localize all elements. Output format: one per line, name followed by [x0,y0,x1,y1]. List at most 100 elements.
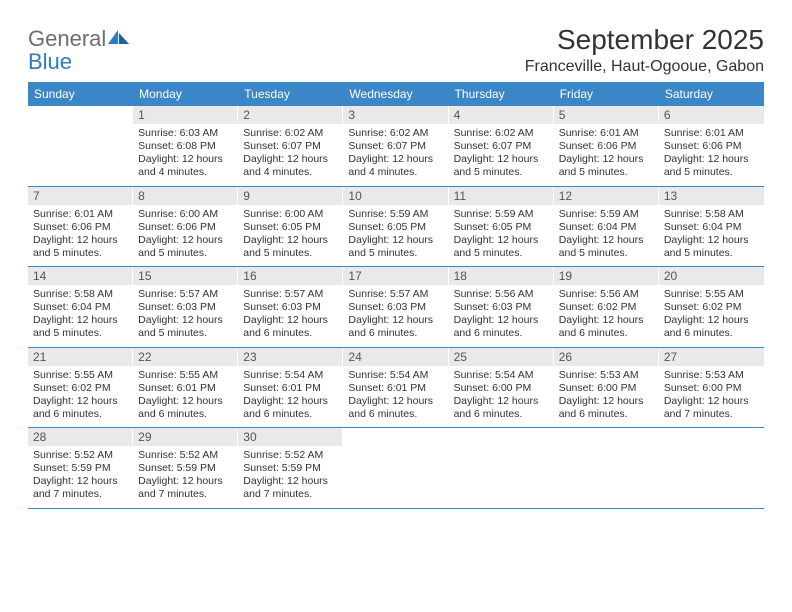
sunrise: Sunrise: 5:57 AM [348,288,443,301]
day-number: 11 [449,187,554,205]
day-number: 10 [343,187,448,205]
header: General Blue September 2025 Franceville,… [28,24,764,76]
sunset: Sunset: 5:59 PM [33,462,128,475]
day-info: Sunrise: 6:01 AMSunset: 6:06 PMDaylight:… [659,124,764,186]
location: Franceville, Haut-Ogooue, Gabon [525,58,764,76]
day-info: Sunrise: 5:52 AMSunset: 5:59 PMDaylight:… [238,446,343,508]
daylight-line2: and 6 minutes. [243,327,338,340]
sunrise: Sunrise: 5:59 AM [348,208,443,221]
day-cell: 30Sunrise: 5:52 AMSunset: 5:59 PMDayligh… [238,428,343,508]
day-cell: 24Sunrise: 5:54 AMSunset: 6:01 PMDayligh… [343,348,448,428]
sunset: Sunset: 6:08 PM [138,140,233,153]
daylight-line1: Daylight: 12 hours [243,234,338,247]
sunset: Sunset: 6:00 PM [559,382,654,395]
daylight-line2: and 7 minutes. [664,408,759,421]
day-number: 27 [659,348,764,366]
daylight-line2: and 6 minutes. [664,327,759,340]
daylight-line1: Daylight: 12 hours [348,234,443,247]
day-cell: 16Sunrise: 5:57 AMSunset: 6:03 PMDayligh… [238,267,343,347]
month-title: September 2025 [525,24,764,56]
day-cell [554,428,659,508]
day-cell: 11Sunrise: 5:59 AMSunset: 6:05 PMDayligh… [449,187,554,267]
sunset: Sunset: 6:07 PM [348,140,443,153]
sunrise: Sunrise: 6:01 AM [33,208,128,221]
sunrise: Sunrise: 5:59 AM [454,208,549,221]
sunrise: Sunrise: 5:55 AM [664,288,759,301]
day-cell: 12Sunrise: 5:59 AMSunset: 6:04 PMDayligh… [554,187,659,267]
sunset: Sunset: 6:05 PM [243,221,338,234]
day-number: 18 [449,267,554,285]
daylight-line2: and 6 minutes. [559,327,654,340]
daylight-line2: and 5 minutes. [664,166,759,179]
day-number: 12 [554,187,659,205]
day-info: Sunrise: 6:01 AMSunset: 6:06 PMDaylight:… [28,205,133,267]
day-number: 6 [659,106,764,124]
day-info: Sunrise: 6:02 AMSunset: 6:07 PMDaylight:… [343,124,448,186]
day-info: Sunrise: 5:59 AMSunset: 6:05 PMDaylight:… [449,205,554,267]
daylight-line2: and 4 minutes. [138,166,233,179]
sunset: Sunset: 6:03 PM [138,301,233,314]
day-header-tue: Tuesday [238,82,343,106]
day-cell: 27Sunrise: 5:53 AMSunset: 6:00 PMDayligh… [659,348,764,428]
day-info: Sunrise: 5:57 AMSunset: 6:03 PMDaylight:… [238,285,343,347]
sunset: Sunset: 6:06 PM [664,140,759,153]
day-cell: 29Sunrise: 5:52 AMSunset: 5:59 PMDayligh… [133,428,238,508]
sunrise: Sunrise: 6:01 AM [559,127,654,140]
day-cell: 21Sunrise: 5:55 AMSunset: 6:02 PMDayligh… [28,348,133,428]
sunset: Sunset: 6:02 PM [33,382,128,395]
day-info: Sunrise: 5:59 AMSunset: 6:05 PMDaylight:… [343,205,448,267]
day-info: Sunrise: 5:58 AMSunset: 6:04 PMDaylight:… [659,205,764,267]
sunrise: Sunrise: 5:52 AM [33,449,128,462]
daylight-line1: Daylight: 12 hours [454,153,549,166]
daylight-line2: and 6 minutes. [348,327,443,340]
day-info: Sunrise: 5:53 AMSunset: 6:00 PMDaylight:… [659,366,764,428]
sunrise: Sunrise: 5:52 AM [243,449,338,462]
day-cell: 23Sunrise: 5:54 AMSunset: 6:01 PMDayligh… [238,348,343,428]
sunset: Sunset: 6:02 PM [664,301,759,314]
day-info: Sunrise: 6:02 AMSunset: 6:07 PMDaylight:… [238,124,343,186]
day-number: 20 [659,267,764,285]
day-number: 30 [238,428,343,446]
day-info: Sunrise: 5:54 AMSunset: 6:01 PMDaylight:… [238,366,343,428]
day-number: 4 [449,106,554,124]
daylight-line2: and 7 minutes. [243,488,338,501]
sunset: Sunset: 6:07 PM [454,140,549,153]
day-cell: 6Sunrise: 6:01 AMSunset: 6:06 PMDaylight… [659,106,764,186]
sunrise: Sunrise: 5:55 AM [33,369,128,382]
logo-word1: General [28,26,106,51]
day-header-mon: Monday [133,82,238,106]
day-info: Sunrise: 5:55 AMSunset: 6:01 PMDaylight:… [133,366,238,428]
sunset: Sunset: 6:03 PM [243,301,338,314]
day-cell: 1Sunrise: 6:03 AMSunset: 6:08 PMDaylight… [133,106,238,186]
day-number: 7 [28,187,133,205]
day-cell [659,428,764,508]
sunrise: Sunrise: 6:00 AM [243,208,338,221]
daylight-line2: and 4 minutes. [348,166,443,179]
day-number: 2 [238,106,343,124]
daylight-line1: Daylight: 12 hours [138,395,233,408]
sunset: Sunset: 6:00 PM [454,382,549,395]
daylight-line2: and 5 minutes. [348,247,443,260]
day-number: 5 [554,106,659,124]
daylight-line1: Daylight: 12 hours [243,395,338,408]
sunrise: Sunrise: 6:02 AM [243,127,338,140]
sunset: Sunset: 6:05 PM [454,221,549,234]
daylight-line1: Daylight: 12 hours [243,314,338,327]
day-info: Sunrise: 5:53 AMSunset: 6:00 PMDaylight:… [554,366,659,428]
daylight-line1: Daylight: 12 hours [454,395,549,408]
sunrise: Sunrise: 5:54 AM [454,369,549,382]
day-cell [449,428,554,508]
day-number: 21 [28,348,133,366]
sunrise: Sunrise: 5:59 AM [559,208,654,221]
daylight-line1: Daylight: 12 hours [559,234,654,247]
daylight-line1: Daylight: 12 hours [33,475,128,488]
daylight-line2: and 6 minutes. [559,408,654,421]
daylight-line2: and 5 minutes. [559,166,654,179]
day-cell: 10Sunrise: 5:59 AMSunset: 6:05 PMDayligh… [343,187,448,267]
daylight-line2: and 5 minutes. [33,247,128,260]
daylight-line1: Daylight: 12 hours [559,153,654,166]
day-cell: 8Sunrise: 6:00 AMSunset: 6:06 PMDaylight… [133,187,238,267]
day-number: 24 [343,348,448,366]
day-number: 22 [133,348,238,366]
sunrise: Sunrise: 5:54 AM [348,369,443,382]
